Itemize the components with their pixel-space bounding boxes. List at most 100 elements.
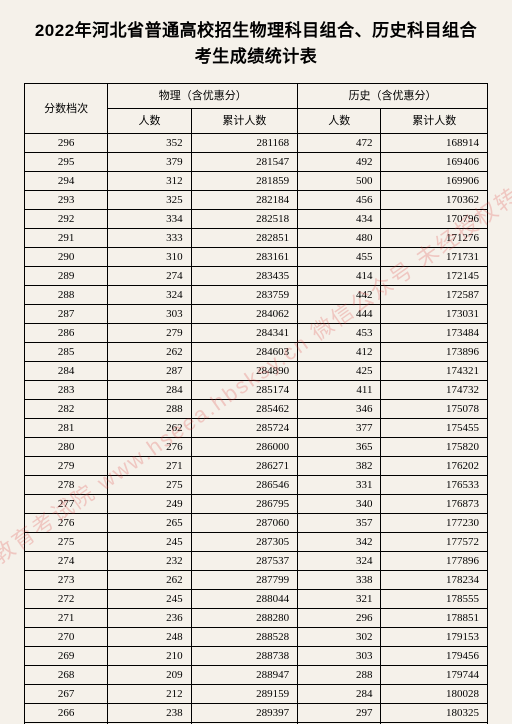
cell-hist-cum: 169406 [381, 153, 488, 172]
cell-phys-count: 262 [108, 571, 191, 590]
cell-hist-count: 411 [298, 381, 381, 400]
cell-score: 270 [25, 628, 108, 647]
cell-phys-cum: 289159 [191, 685, 297, 704]
cell-phys-cum: 289397 [191, 704, 297, 723]
cell-phys-count: 352 [108, 134, 191, 153]
cell-phys-count: 238 [108, 704, 191, 723]
page-title: 2022年河北省普通高校招生物理科目组合、历史科目组合 考生成绩统计表 [24, 18, 488, 69]
cell-phys-cum: 284603 [191, 343, 297, 362]
table-row: 270248288528302179153 [25, 628, 488, 647]
cell-hist-count: 442 [298, 286, 381, 305]
cell-score: 273 [25, 571, 108, 590]
cell-score: 285 [25, 343, 108, 362]
header-physics: 物理（含优惠分） [108, 84, 298, 109]
table-row: 293325282184456170362 [25, 191, 488, 210]
cell-hist-cum: 175455 [381, 419, 488, 438]
cell-hist-cum: 175078 [381, 400, 488, 419]
table-row: 285262284603412173896 [25, 343, 488, 362]
cell-score: 268 [25, 666, 108, 685]
cell-hist-cum: 176533 [381, 476, 488, 495]
cell-score: 276 [25, 514, 108, 533]
cell-score: 271 [25, 609, 108, 628]
cell-hist-cum: 174732 [381, 381, 488, 400]
cell-hist-cum: 178234 [381, 571, 488, 590]
cell-score: 274 [25, 552, 108, 571]
cell-score: 278 [25, 476, 108, 495]
cell-phys-cum: 286000 [191, 438, 297, 457]
table-row: 279271286271382176202 [25, 457, 488, 476]
cell-phys-cum: 286546 [191, 476, 297, 495]
header-history: 历史（含优惠分） [298, 84, 488, 109]
cell-phys-count: 312 [108, 172, 191, 191]
cell-phys-count: 212 [108, 685, 191, 704]
cell-hist-cum: 172587 [381, 286, 488, 305]
cell-hist-count: 302 [298, 628, 381, 647]
cell-phys-count: 288 [108, 400, 191, 419]
cell-hist-cum: 174321 [381, 362, 488, 381]
cell-hist-count: 492 [298, 153, 381, 172]
cell-phys-cum: 288738 [191, 647, 297, 666]
cell-phys-count: 276 [108, 438, 191, 457]
cell-hist-count: 338 [298, 571, 381, 590]
cell-hist-cum: 171276 [381, 229, 488, 248]
cell-hist-cum: 180325 [381, 704, 488, 723]
cell-hist-count: 346 [298, 400, 381, 419]
cell-phys-cum: 281168 [191, 134, 297, 153]
table-row: 286279284341453173484 [25, 324, 488, 343]
cell-phys-cum: 288044 [191, 590, 297, 609]
table-row: 291333282851480171276 [25, 229, 488, 248]
cell-hist-count: 340 [298, 495, 381, 514]
cell-score: 291 [25, 229, 108, 248]
cell-hist-count: 297 [298, 704, 381, 723]
cell-hist-count: 357 [298, 514, 381, 533]
table-row: 283284285174411174732 [25, 381, 488, 400]
cell-hist-cum: 179153 [381, 628, 488, 647]
header-score: 分数档次 [25, 84, 108, 134]
cell-hist-cum: 172145 [381, 267, 488, 286]
cell-phys-cum: 287060 [191, 514, 297, 533]
score-table: 分数档次 物理（含优惠分） 历史（含优惠分） 人数 累计人数 人数 累计人数 2… [24, 83, 488, 724]
cell-score: 292 [25, 210, 108, 229]
cell-phys-cum: 286271 [191, 457, 297, 476]
cell-phys-cum: 288947 [191, 666, 297, 685]
cell-score: 269 [25, 647, 108, 666]
header-phys-cum: 累计人数 [191, 109, 297, 134]
cell-hist-cum: 175820 [381, 438, 488, 457]
cell-phys-cum: 283759 [191, 286, 297, 305]
table-row: 294312281859500169906 [25, 172, 488, 191]
table-row: 282288285462346175078 [25, 400, 488, 419]
cell-phys-cum: 283161 [191, 248, 297, 267]
cell-phys-cum: 284341 [191, 324, 297, 343]
cell-hist-count: 472 [298, 134, 381, 153]
cell-phys-count: 324 [108, 286, 191, 305]
cell-score: 266 [25, 704, 108, 723]
cell-hist-cum: 173484 [381, 324, 488, 343]
cell-hist-cum: 180028 [381, 685, 488, 704]
table-row: 288324283759442172587 [25, 286, 488, 305]
cell-hist-cum: 170796 [381, 210, 488, 229]
cell-score: 289 [25, 267, 108, 286]
cell-score: 290 [25, 248, 108, 267]
cell-score: 286 [25, 324, 108, 343]
cell-hist-count: 455 [298, 248, 381, 267]
table-row: 287303284062444173031 [25, 305, 488, 324]
cell-score: 277 [25, 495, 108, 514]
cell-hist-cum: 177572 [381, 533, 488, 552]
cell-hist-count: 288 [298, 666, 381, 685]
cell-phys-count: 249 [108, 495, 191, 514]
cell-phys-cum: 287305 [191, 533, 297, 552]
table-row: 267212289159284180028 [25, 685, 488, 704]
cell-score: 280 [25, 438, 108, 457]
cell-phys-count: 262 [108, 419, 191, 438]
table-row: 272245288044321178555 [25, 590, 488, 609]
table-row: 280276286000365175820 [25, 438, 488, 457]
cell-hist-count: 434 [298, 210, 381, 229]
cell-hist-cum: 179744 [381, 666, 488, 685]
cell-phys-cum: 282851 [191, 229, 297, 248]
cell-score: 267 [25, 685, 108, 704]
table-row: 295379281547492169406 [25, 153, 488, 172]
cell-phys-count: 284 [108, 381, 191, 400]
cell-hist-cum: 177230 [381, 514, 488, 533]
cell-phys-count: 210 [108, 647, 191, 666]
cell-phys-cum: 283435 [191, 267, 297, 286]
